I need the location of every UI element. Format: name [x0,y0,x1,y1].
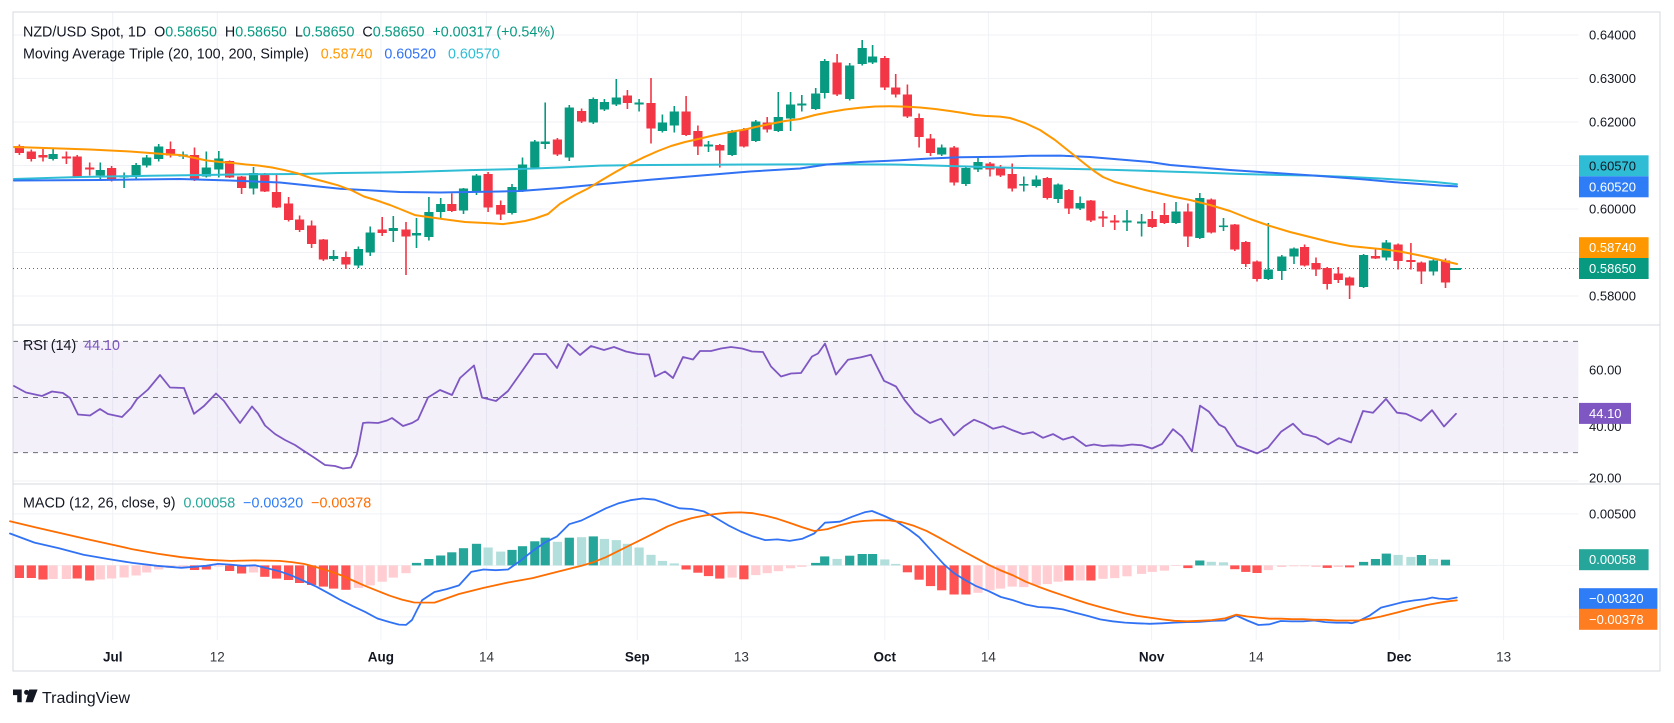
svg-text:14: 14 [1249,650,1265,665]
svg-text:Oct: Oct [874,650,897,665]
svg-text:0.58650: 0.58650 [1589,261,1636,276]
svg-text:13: 13 [1496,650,1511,665]
svg-text:20.00: 20.00 [1589,471,1622,486]
svg-text:0.00500: 0.00500 [1589,506,1636,521]
svg-text:60.00: 60.00 [1589,363,1622,378]
svg-text:0.63000: 0.63000 [1589,71,1636,86]
svg-text:TradingView: TradingView [42,690,130,707]
svg-text:Sep: Sep [625,650,650,665]
svg-text:Aug: Aug [368,650,394,665]
svg-text:44.10: 44.10 [1589,406,1622,421]
svg-text:Nov: Nov [1139,650,1165,665]
svg-text:14: 14 [981,650,997,665]
svg-text:Dec: Dec [1387,650,1412,665]
svg-text:0.58740: 0.58740 [1589,240,1636,255]
svg-text:0.62000: 0.62000 [1589,115,1636,130]
svg-text:0.58000: 0.58000 [1589,289,1636,304]
svg-text:14: 14 [479,650,495,665]
svg-text:0.00058: 0.00058 [1589,552,1636,567]
svg-text:13: 13 [734,650,749,665]
svg-text:0.60570: 0.60570 [1589,158,1636,173]
svg-text:RSI (14) 44.10: RSI (14) 44.10 [23,338,120,354]
svg-text:NZD/USD Spot, 1D O0.58650 H0: NZD/USD Spot, 1D O0.58650 H0.58650 L0.58… [23,25,555,41]
svg-text:0.60000: 0.60000 [1589,202,1636,217]
svg-text:−0.00320: −0.00320 [1589,591,1644,606]
svg-text:Jul: Jul [103,650,123,665]
svg-text:MACD (12, 26, close, 9) 0.000: MACD (12, 26, close, 9) 0.00058 −0.00320… [23,496,371,512]
svg-text:−0.00378: −0.00378 [1589,612,1644,627]
svg-text:0.64000: 0.64000 [1589,28,1636,43]
svg-text:0.60520: 0.60520 [1589,179,1636,194]
svg-text:Moving Average Triple (20, 100: Moving Average Triple (20, 100, 200, Sim… [23,47,500,63]
svg-text:12: 12 [210,650,225,665]
